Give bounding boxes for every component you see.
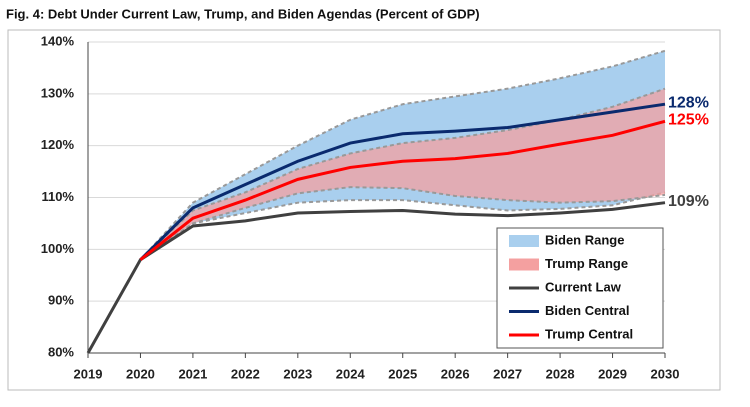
value-label: 125% (668, 112, 709, 129)
x-tick-label: 2030 (651, 366, 680, 381)
x-tick-label: 2020 (126, 366, 155, 381)
legend-label: Current Law (545, 279, 622, 294)
x-tick-label: 2019 (74, 366, 103, 381)
x-tick-label: 2024 (336, 366, 366, 381)
frame (7, 29, 721, 391)
legend-label: Trump Range (545, 256, 628, 271)
range-edge (139, 87, 666, 261)
legend-label: Biden Central (545, 303, 630, 318)
y-tick-label: 120% (41, 137, 75, 152)
line (139, 102, 666, 261)
y-tick-label: 130% (41, 85, 75, 100)
x-tick-label: 2023 (283, 366, 312, 381)
y-tick-label: 100% (41, 241, 75, 256)
chart-title: Fig. 4: Debt Under Current Law, Trump, a… (6, 6, 480, 21)
y-tick-label: 90% (48, 293, 74, 308)
range-edge (139, 191, 666, 261)
x-tick-label: 2026 (441, 366, 470, 381)
legend-swatch (509, 258, 539, 271)
x-tick-label: 2028 (546, 366, 575, 381)
x-tick-label: 2025 (388, 366, 417, 381)
x-tick-label: 2021 (178, 366, 207, 381)
y-tick-label: 140% (41, 33, 75, 48)
legend-swatch (509, 235, 539, 247)
x-tick-label: 2029 (598, 366, 627, 381)
value-label: 109% (668, 193, 709, 210)
range-edge (139, 186, 666, 261)
line (86, 201, 666, 354)
value-label: 128% (668, 94, 709, 111)
x-tick-label: 2022 (231, 366, 260, 381)
line (139, 119, 666, 261)
y-tick-label: 80% (48, 344, 74, 359)
y-tick-label: 110% (41, 189, 74, 204)
legend-label: Biden Range (545, 232, 624, 247)
x-tick-label: 2027 (493, 366, 522, 381)
range-edge (139, 49, 666, 261)
legend-label: Trump Central (545, 326, 633, 341)
range-band (140, 88, 666, 260)
